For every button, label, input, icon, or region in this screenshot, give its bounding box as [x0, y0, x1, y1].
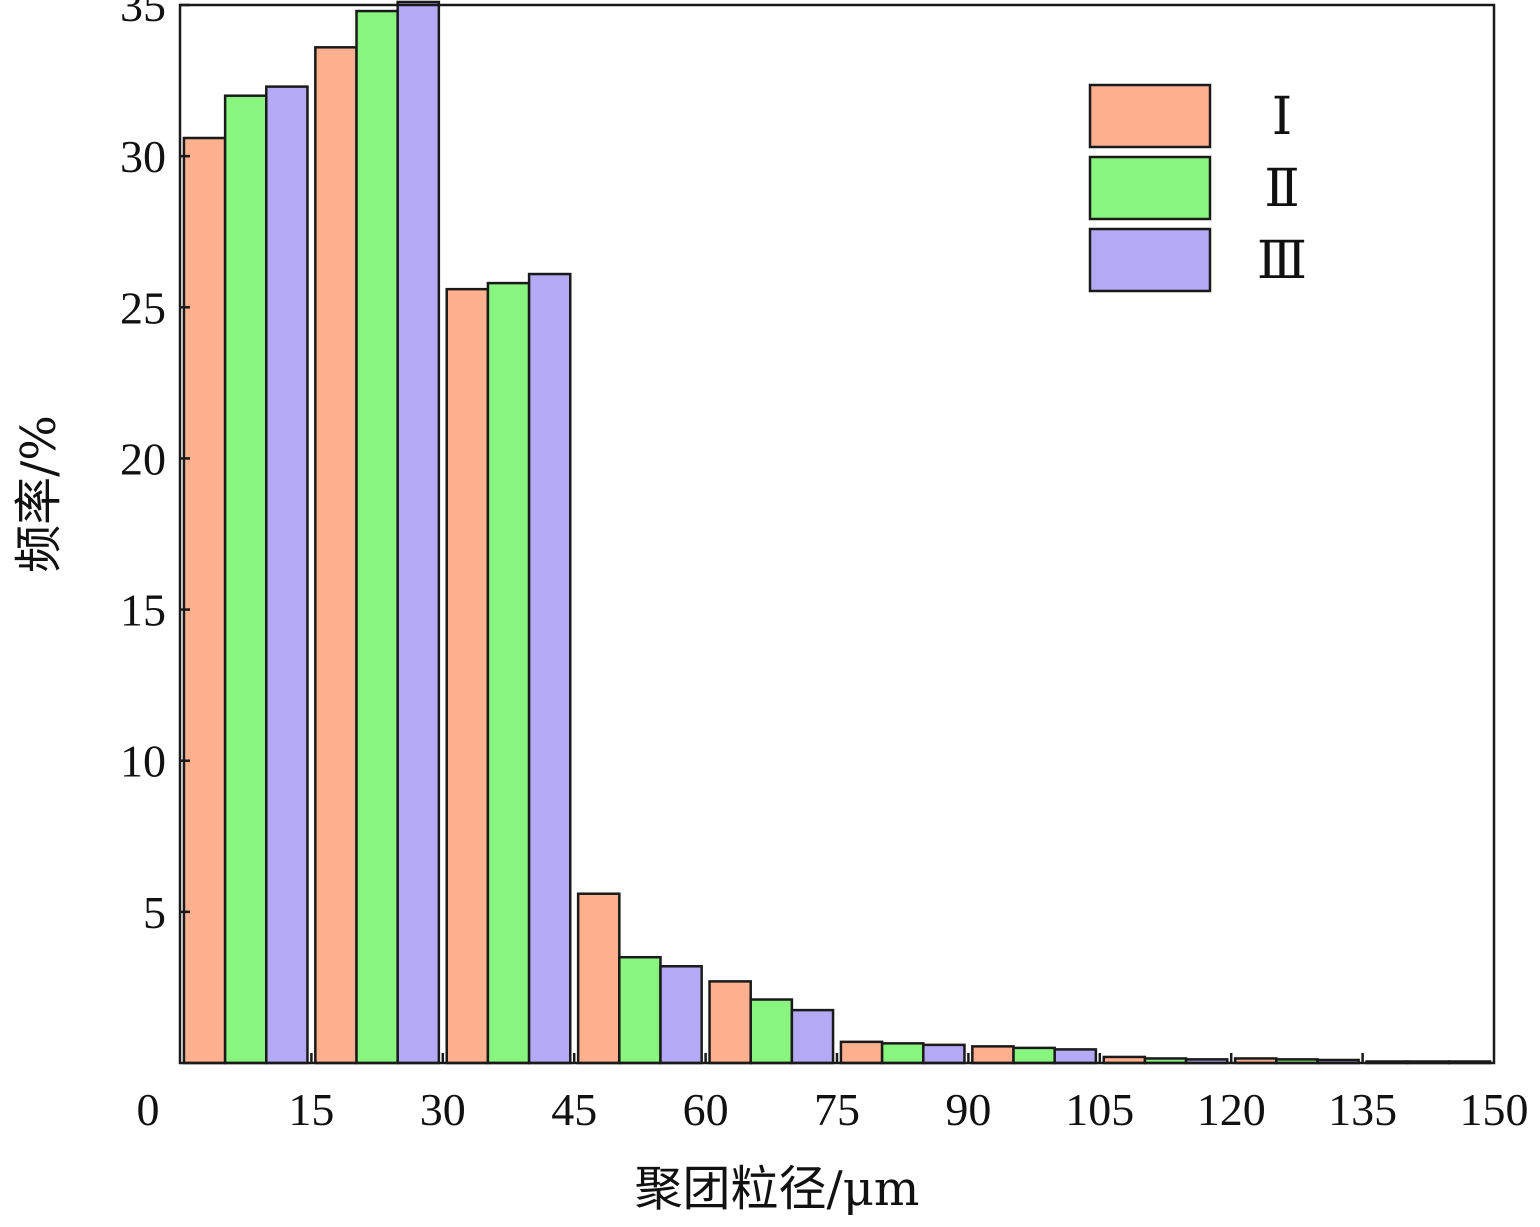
y-tick-label: 25 — [120, 282, 166, 333]
x-axis-label: 聚团粒径/μm — [635, 1161, 920, 1217]
y-tick-label: 30 — [120, 131, 166, 182]
bar-series1-bin3 — [445, 287, 490, 1065]
bar-series2-bin4 — [618, 955, 662, 1065]
x-tick-label: 90 — [945, 1084, 991, 1135]
bar-series2-bin7 — [1012, 1046, 1056, 1065]
y-axis-label: 频率/% — [11, 415, 67, 573]
bar-series2-bin2 — [355, 9, 399, 1065]
bar-series2-bin3 — [486, 281, 531, 1065]
y-tick-label: 10 — [120, 736, 166, 787]
bar-series1-bin6 — [839, 1040, 884, 1065]
bar-series1-bin1 — [182, 136, 227, 1065]
legend-swatch-series2 — [1088, 155, 1212, 221]
x-tick-label: 105 — [1065, 1084, 1134, 1135]
x-tick-label: 60 — [683, 1084, 729, 1135]
x-tick-label: 15 — [288, 1084, 334, 1135]
bars-group — [182, 0, 1492, 1065]
y-tick-label: 5 — [143, 887, 166, 938]
legend-swatch-series1 — [1088, 83, 1212, 149]
bar-series1-bin7 — [971, 1045, 1015, 1065]
bar-series2-bin6 — [880, 1042, 925, 1065]
x-tick-label: 0 — [137, 1084, 160, 1135]
x-tick-label: 30 — [420, 1084, 466, 1135]
legend-label-series1: Ⅰ — [1272, 89, 1293, 146]
legend-label-series2: Ⅱ — [1264, 161, 1299, 218]
bar-series1-bin4 — [576, 892, 621, 1065]
y-tick-label: 35 — [120, 0, 166, 31]
x-axis-ticks: 0 15 30 45 60 75 90 105 120 135 150 — [137, 1053, 1529, 1135]
bar-series3-bin7 — [1053, 1048, 1098, 1065]
x-tick-label: 135 — [1328, 1084, 1397, 1135]
bar-series3-bin3 — [527, 272, 572, 1065]
bar-series3-bin1 — [265, 85, 309, 1065]
x-tick-label: 120 — [1197, 1084, 1266, 1135]
bar-series3-bin5 — [790, 1008, 835, 1065]
y-axis-ticks: 5 10 15 20 25 30 35 — [120, 0, 190, 938]
x-tick-label: 150 — [1460, 1084, 1529, 1135]
bar-series3-bin6 — [922, 1043, 966, 1065]
bar-series2-bin1 — [223, 94, 268, 1065]
legend-swatch-series3 — [1088, 227, 1212, 293]
bar-series3-bin4 — [659, 965, 703, 1065]
legend: Ⅰ Ⅱ Ⅲ — [1088, 83, 1307, 293]
plot-frame — [178, 3, 1496, 1065]
bar-series3-bin2 — [396, 0, 441, 1065]
x-tick-label: 75 — [814, 1084, 860, 1135]
bar-series1-bin5 — [708, 980, 752, 1065]
bar-series2-bin5 — [749, 998, 794, 1065]
legend-label-series3: Ⅲ — [1257, 233, 1307, 290]
bar-series1-bin2 — [314, 46, 358, 1065]
y-tick-label: 15 — [120, 585, 166, 636]
x-tick-label: 45 — [551, 1084, 597, 1135]
y-tick-label: 20 — [120, 433, 166, 484]
